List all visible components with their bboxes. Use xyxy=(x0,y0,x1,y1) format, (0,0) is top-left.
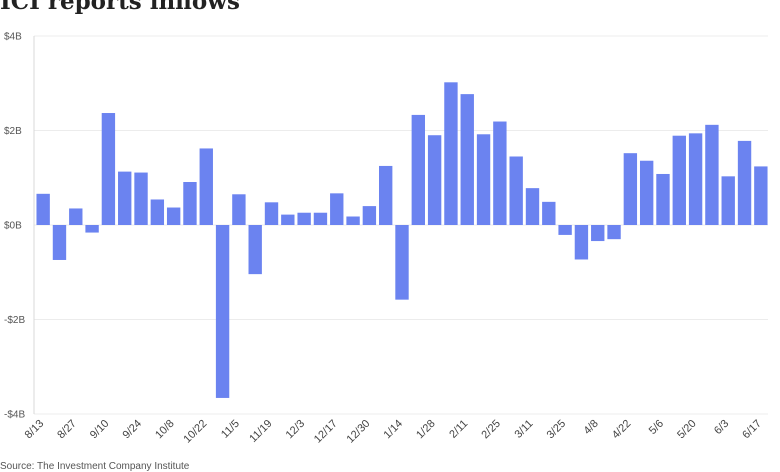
x-tick-label: 12/30 xyxy=(345,418,373,446)
bar xyxy=(737,140,752,225)
bar xyxy=(101,113,116,225)
bar xyxy=(525,188,540,225)
source-note: Source: The Investment Company Institute xyxy=(0,461,190,472)
bar xyxy=(639,160,654,225)
bar xyxy=(281,214,295,225)
bar xyxy=(395,225,409,300)
bar xyxy=(672,135,686,225)
bar xyxy=(427,135,442,225)
y-axis-ticks: $4B $2B $0B -$2B -$4B xyxy=(4,32,25,421)
bar xyxy=(199,148,213,225)
bar xyxy=(166,207,181,225)
x-tick-label: 9/10 xyxy=(88,418,112,442)
y-tick-label: -$4B xyxy=(4,410,25,421)
x-tick-label: 8/13 xyxy=(23,418,47,442)
x-tick-label: 1/14 xyxy=(381,418,405,442)
bar xyxy=(183,182,197,225)
x-tick-label: 6/17 xyxy=(740,418,764,442)
bar xyxy=(460,94,474,226)
bar xyxy=(248,225,262,275)
bar xyxy=(297,212,311,225)
bars xyxy=(36,82,768,398)
x-tick-label: 12/3 xyxy=(284,418,308,442)
bar xyxy=(232,194,246,225)
bar xyxy=(264,202,279,225)
bar xyxy=(346,216,360,225)
x-tick-label: 10/22 xyxy=(181,418,209,446)
x-tick-label: 2/25 xyxy=(479,418,503,442)
bar xyxy=(379,165,393,225)
bar xyxy=(754,166,768,225)
x-tick-label: 11/19 xyxy=(247,418,274,445)
x-tick-label: 1/28 xyxy=(414,418,438,442)
x-tick-label: 3/11 xyxy=(513,418,536,441)
bar xyxy=(215,225,230,398)
x-tick-label: 4/8 xyxy=(582,418,601,437)
bar xyxy=(330,193,344,225)
bar xyxy=(623,153,638,225)
x-tick-label: 4/22 xyxy=(610,418,634,442)
x-tick-label: 10/8 xyxy=(153,418,177,442)
bar xyxy=(607,225,621,240)
bar xyxy=(705,124,719,225)
y-tick-label: $0B xyxy=(4,221,22,232)
bar xyxy=(444,82,458,225)
x-tick-label: 8/27 xyxy=(55,418,79,442)
bar xyxy=(69,208,83,225)
x-tick-label: 6/3 xyxy=(712,418,731,437)
chart-title: ICI reports inflows xyxy=(0,0,240,15)
bar xyxy=(656,173,670,225)
x-tick-label: 12/17 xyxy=(312,418,340,446)
bar xyxy=(411,114,425,225)
bar xyxy=(85,225,99,233)
x-tick-label: 2/11 xyxy=(447,418,470,441)
x-tick-label: 5/20 xyxy=(675,418,699,442)
bar xyxy=(558,225,572,235)
y-tick-label: $2B xyxy=(4,126,22,137)
bar xyxy=(362,206,377,225)
x-tick-label: 5/6 xyxy=(647,418,666,437)
x-axis-ticks: 8/13 8/27 9/10 9/24 10/8 10/22 11/5 11/19 12/3 12… xyxy=(23,418,764,446)
bar xyxy=(36,193,50,225)
bar xyxy=(509,156,523,225)
bar xyxy=(721,176,735,225)
y-tick-label: -$2B xyxy=(4,315,25,326)
bar xyxy=(313,212,328,225)
bar xyxy=(574,225,589,260)
bar xyxy=(476,134,491,225)
bar xyxy=(688,133,703,225)
bar xyxy=(150,199,165,225)
x-tick-label: 9/24 xyxy=(121,418,145,442)
bar xyxy=(542,201,556,225)
x-tick-label: 11/5 xyxy=(219,418,242,441)
bar xyxy=(52,225,67,260)
x-tick-label: 3/25 xyxy=(545,418,569,442)
bar xyxy=(134,172,148,225)
bar xyxy=(591,225,605,242)
bar xyxy=(118,171,132,225)
bar xyxy=(493,121,507,225)
y-tick-label: $4B xyxy=(4,32,22,43)
